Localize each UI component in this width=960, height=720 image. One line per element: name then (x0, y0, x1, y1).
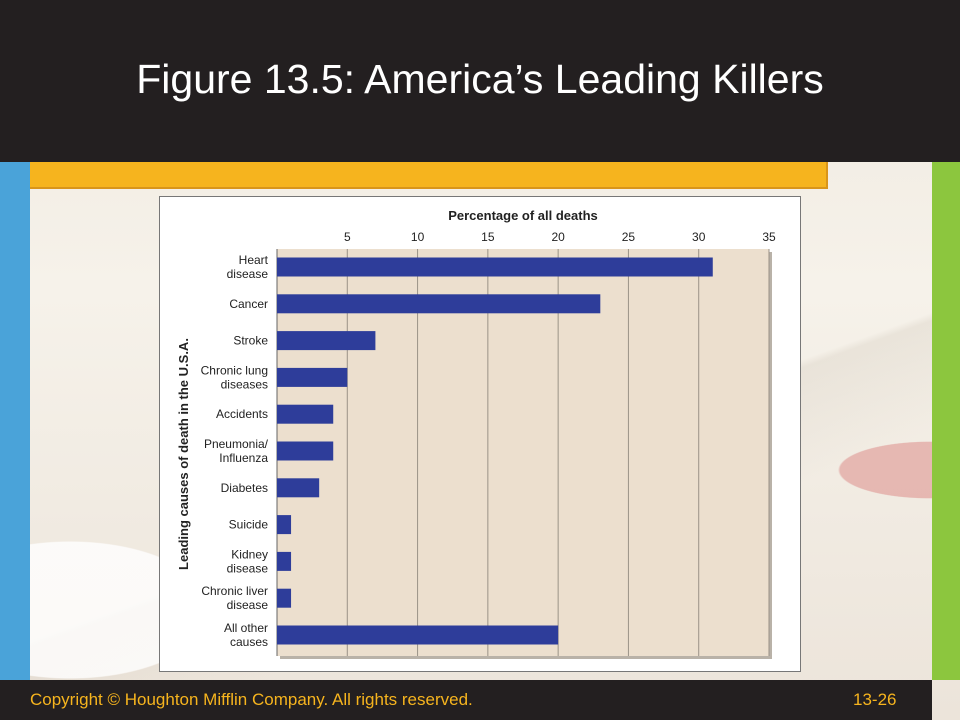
x-tick-label: 35 (762, 230, 776, 244)
slide-footer (0, 680, 932, 720)
left-accent-strip (0, 160, 30, 680)
category-label: Diabetes (221, 481, 268, 495)
page-number: 13-26 (853, 690, 897, 709)
category-label: Chronic liver disease (201, 584, 268, 612)
category-label: Heart disease (227, 253, 269, 281)
x-tick-label: 20 (551, 230, 565, 244)
bar (277, 551, 292, 571)
y-axis-label: Leading causes of death in the U.S.A. (176, 338, 191, 570)
bar (277, 441, 334, 461)
category-label: Kidney disease (227, 547, 269, 575)
bar (277, 404, 334, 424)
category-label: All other causes (224, 621, 268, 649)
category-label: Stroke (233, 334, 268, 348)
chart-panel: 5 10 15 20 25 30 35 Heart disease Cancer Stroke Chr… (159, 196, 801, 672)
bar (277, 294, 601, 314)
x-tick-label: 30 (692, 230, 706, 244)
bar-chart: 5 10 15 20 25 30 35 Heart disease Cancer Stroke Chr… (176, 208, 776, 659)
bar (277, 367, 348, 387)
x-tick-label: 25 (622, 230, 636, 244)
right-accent-strip (932, 160, 960, 680)
bar (277, 588, 292, 608)
category-label: Pneumonia/Influenza (204, 437, 269, 465)
slide-title: Figure 13.5: America’s Leading Killers (136, 56, 824, 102)
x-tick-label: 15 (481, 230, 495, 244)
x-axis-label: Percentage of all deaths (448, 208, 598, 223)
bar (277, 515, 292, 535)
category-label: Chronic lung diseases (201, 363, 268, 391)
category-label: Cancer (229, 297, 268, 311)
plot-area (277, 249, 769, 656)
bar (277, 331, 376, 351)
bar (277, 625, 559, 645)
category-label: Accidents (216, 407, 268, 421)
x-tick-label: 10 (411, 230, 425, 244)
slide-header (0, 0, 960, 162)
bar (277, 257, 713, 277)
x-tick-label: 5 (344, 230, 351, 244)
copyright-text: Copyright © Houghton Mifflin Company. Al… (30, 690, 473, 709)
category-label: Suicide (229, 518, 269, 532)
title-underline-bar (30, 162, 828, 189)
bar (277, 478, 320, 498)
